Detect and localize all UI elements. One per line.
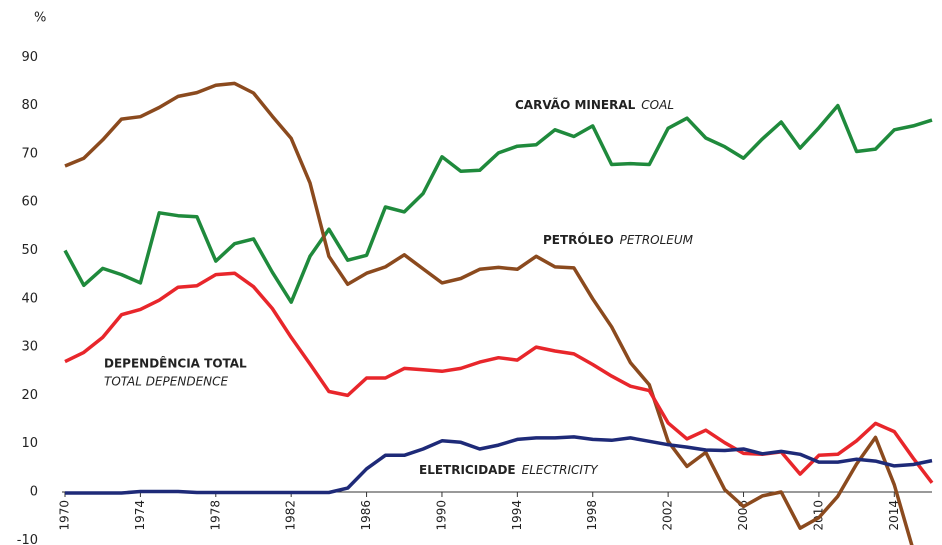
y-tick-label: 40 (21, 291, 38, 306)
x-tick-label: 1970 (58, 500, 72, 531)
y-tick-label: 80 (21, 98, 38, 113)
series-line (63, 103, 933, 304)
x-tick-label: 1990 (434, 500, 448, 531)
x-tick-label: 1982 (284, 500, 298, 531)
y-tick-label: 30 (21, 340, 38, 355)
series-name-en: PETROLEUM (620, 233, 694, 247)
x-tick-label: 1974 (133, 500, 147, 531)
series-label: DEPENDÊNCIA TOTAL (104, 356, 247, 371)
x-tick-label: 1998 (585, 500, 599, 531)
x-tick-label: 2006 (736, 500, 750, 531)
series-line (64, 81, 914, 545)
y-tick-label: 60 (21, 195, 38, 210)
series-name-en: COAL (641, 98, 674, 112)
x-tick-label: 1994 (510, 500, 524, 531)
series-name: PETRÓLEO (543, 232, 614, 247)
y-axis-label: % (34, 11, 46, 26)
y-tick-label: 50 (21, 243, 38, 258)
series-label: CARVÃO MINERAL COAL (515, 97, 674, 112)
x-tick-label: 1986 (359, 500, 373, 531)
series-name: CARVÃO MINERAL (515, 97, 636, 112)
series-name-en: ELECTRICITY (522, 463, 600, 477)
y-tick-label: 90 (21, 50, 38, 65)
series-label: PETRÓLEO PETROLEUM (543, 232, 694, 247)
y-tick-label: 0 (30, 485, 38, 500)
series-line (65, 435, 933, 495)
y-tick-label: 70 (21, 146, 38, 161)
y-tick-label: -10 (17, 533, 38, 545)
series-name: ELETRICIDADE (419, 463, 516, 477)
series-label: ELETRICIDADE ELECTRICITY (419, 463, 599, 477)
x-tick-label: 2014 (887, 500, 901, 531)
y-tick-label: 20 (21, 388, 38, 403)
x-tick-label: 2002 (661, 500, 675, 531)
y-tick-label: 10 (21, 436, 38, 451)
x-tick-label: 1978 (208, 500, 222, 531)
x-tick-label: 2010 (811, 500, 825, 531)
series-line (64, 271, 934, 484)
series-label-en: TOTAL DEPENDENCE (104, 375, 229, 389)
